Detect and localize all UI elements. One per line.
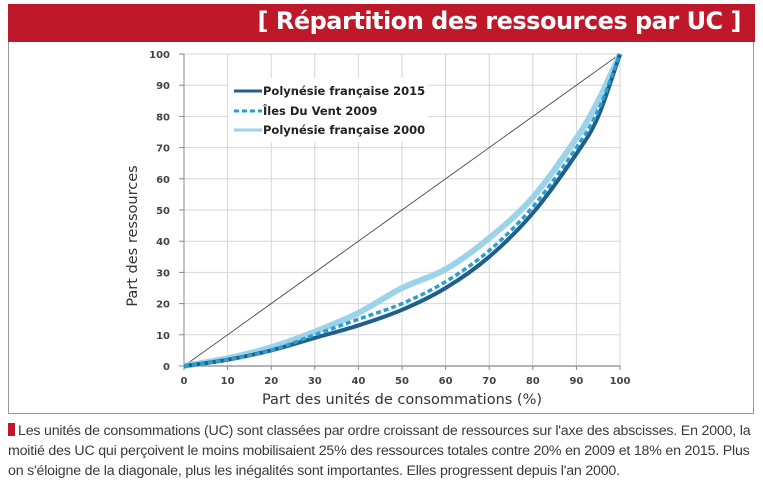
x-tick-label: 20 — [264, 376, 278, 387]
chart-title: [ Répartition des ressources par UC ] — [257, 7, 742, 35]
y-axis-label: Part des ressources — [125, 165, 141, 306]
y-tick-label: 20 — [156, 300, 170, 311]
x-axis-label: Part des unités de consommations (%) — [262, 392, 542, 408]
series-line-polyn-sie-fran-aise-2015 — [183, 53, 622, 368]
series-line-diagonale — [183, 53, 621, 367]
x-tick-label: 90 — [569, 376, 583, 387]
y-tick-label: 0 — [163, 362, 170, 373]
x-tick-label: 80 — [526, 376, 540, 387]
y-tick-label: 90 — [156, 81, 170, 92]
y-tick-label: 60 — [156, 175, 170, 186]
caption-marker-icon — [8, 423, 15, 436]
caption: Les unités de consommations (UC) sont cl… — [8, 421, 758, 481]
x-tick-label: 60 — [439, 376, 453, 387]
data-series — [183, 52, 623, 369]
y-axis-ticks: 0 10 20 30 40 50 60 70 80 90 100 — [149, 50, 184, 373]
y-tick-label: 50 — [156, 206, 170, 217]
chart-frame — [8, 4, 754, 414]
legend: Polynésie française 2015 Îles Du Vent 20… — [228, 78, 428, 142]
x-tick-label: 50 — [395, 376, 409, 387]
x-axis-ticks: 0 10 20 30 40 50 60 70 80 90 100 — [181, 366, 631, 387]
x-tick-label: 30 — [308, 376, 322, 387]
x-tick-label: 100 — [610, 376, 631, 387]
x-tick-label: 40 — [351, 376, 365, 387]
y-tick-label: 40 — [156, 237, 170, 248]
legend-label-2009: Îles Du Vent 2009 — [263, 103, 377, 118]
y-tick-label: 30 — [156, 268, 170, 279]
legend-label-2015: Polynésie française 2015 — [263, 84, 425, 98]
x-tick-label: 70 — [482, 376, 496, 387]
legend-label-2000: Polynésie française 2000 — [263, 123, 425, 137]
y-tick-label: 80 — [156, 112, 170, 123]
x-tick-label: 0 — [181, 376, 188, 387]
caption-text: Les unités de consommations (UC) sont cl… — [8, 423, 751, 479]
y-tick-label: 100 — [149, 50, 170, 61]
series-line-polyn-sie-fran-aise-2000 — [183, 52, 623, 369]
y-tick-label: 10 — [156, 331, 170, 342]
series-line--les-du-vent-2009 — [183, 53, 622, 368]
x-tick-label: 10 — [221, 376, 235, 387]
y-tick-label: 70 — [156, 144, 170, 155]
title-banner: [ Répartition des ressources par UC ] — [8, 4, 755, 42]
